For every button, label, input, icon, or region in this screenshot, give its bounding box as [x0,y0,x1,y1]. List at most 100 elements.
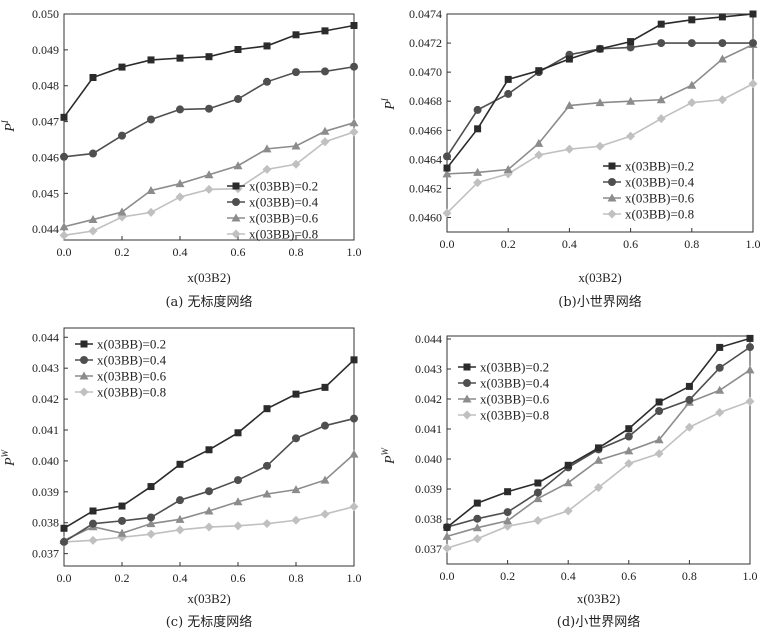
y-tick-label: 0.042 [415,392,442,406]
x-tick-label: 0.6 [621,569,636,583]
data-point [262,144,272,153]
y-tick-label: 0.043 [32,361,59,375]
data-point [564,461,572,469]
data-point [533,516,543,525]
y-axis-title-base: P [3,457,18,467]
legend-marker [232,198,240,206]
data-point [291,485,301,494]
data-point [60,152,68,161]
data-point [473,178,483,188]
data-point [176,105,184,114]
data-point [175,192,185,202]
series-0 [443,334,754,531]
series-0 [60,356,358,532]
data-point [175,179,185,188]
series-0 [443,10,757,172]
data-point [350,21,358,29]
data-point [263,77,271,86]
y-tick-label: 0.0464 [409,152,442,166]
data-point [443,152,451,161]
y-tick-label: 0.0462 [409,181,442,195]
data-point [533,488,542,497]
data-point [205,104,213,113]
chart-panel-3: 0.037 0.038 0.039 0.040 0.041 0.042 0.043 0.044… [380,332,758,630]
data-point [321,67,329,76]
data-point [89,507,97,515]
data-point [117,207,127,216]
y-tick-label: 0.042 [32,392,59,406]
x-axis-title: x(03B2) [187,591,230,606]
x-tick-label: 1.0 [347,245,362,259]
plot-frame [446,13,754,233]
x-tick-label: 0.4 [562,237,577,251]
data-point [626,96,636,105]
data-point [474,125,482,133]
data-point [234,95,242,104]
data-point [442,169,452,178]
data-point [716,343,724,351]
chart-panel-1: 0.0460 0.0462 0.0464 0.0466 0.0468 0.0470 0.04… [380,7,761,310]
x-tick-label: 0.8 [289,571,304,585]
data-point [233,497,243,506]
data-point [118,516,126,525]
data-point [504,89,513,98]
data-point [60,113,68,121]
data-point [442,208,452,218]
data-point [504,75,512,83]
data-point [147,513,155,522]
data-point [292,434,300,443]
data-point [624,446,634,455]
x-tick-label: 0.2 [115,571,130,585]
data-point [205,446,213,454]
y-tick-label: 0.044 [32,222,59,236]
data-point [262,489,272,498]
y-axis-title-sup: W [380,446,390,455]
y-tick-label: 0.044 [32,330,59,344]
x-tick-label: 1.0 [743,569,758,583]
data-point [88,215,98,224]
legend: x(03BB)=0.2x(03BB)=0.4x(03BB)=0.6x(03BB)… [75,337,167,400]
data-point [292,31,300,39]
data-point [748,79,758,89]
data-point [503,516,513,525]
legend-marker [608,162,616,170]
x-tick-label: 1.0 [347,571,362,585]
data-point [472,523,482,532]
y-tick-label: 0.041 [32,423,59,437]
series-1 [60,62,358,161]
data-point [685,382,693,390]
data-point [565,55,573,63]
data-point [657,20,665,28]
data-point [233,521,243,531]
data-point [473,514,482,523]
data-point [292,390,300,398]
data-point [533,494,543,503]
legend-marker [231,213,241,222]
legend-marker [462,394,472,403]
y-tick-label: 0.041 [415,422,442,436]
data-point [684,422,694,432]
data-point [443,164,451,172]
data-point [749,39,757,48]
data-point [503,508,512,517]
legend-label: x(03BB)=0.6 [625,191,695,206]
data-point [687,39,696,48]
data-point [291,159,301,169]
data-point [320,137,330,147]
x-tick-label: 0.2 [500,569,515,583]
data-point [205,53,213,61]
data-point [688,16,696,24]
data-point [88,226,98,236]
panel-caption: (b)小世界网络 [558,294,641,310]
x-tick-label: 0.6 [231,571,246,585]
data-point [234,476,242,485]
data-point [291,141,301,150]
data-point [442,543,452,553]
y-tick-label: 0.038 [32,516,59,530]
data-point [175,525,185,535]
data-point [473,167,483,176]
data-point [473,499,481,507]
x-tick-label: 1.0 [746,237,761,251]
y-tick-label: 0.0470 [409,65,442,79]
